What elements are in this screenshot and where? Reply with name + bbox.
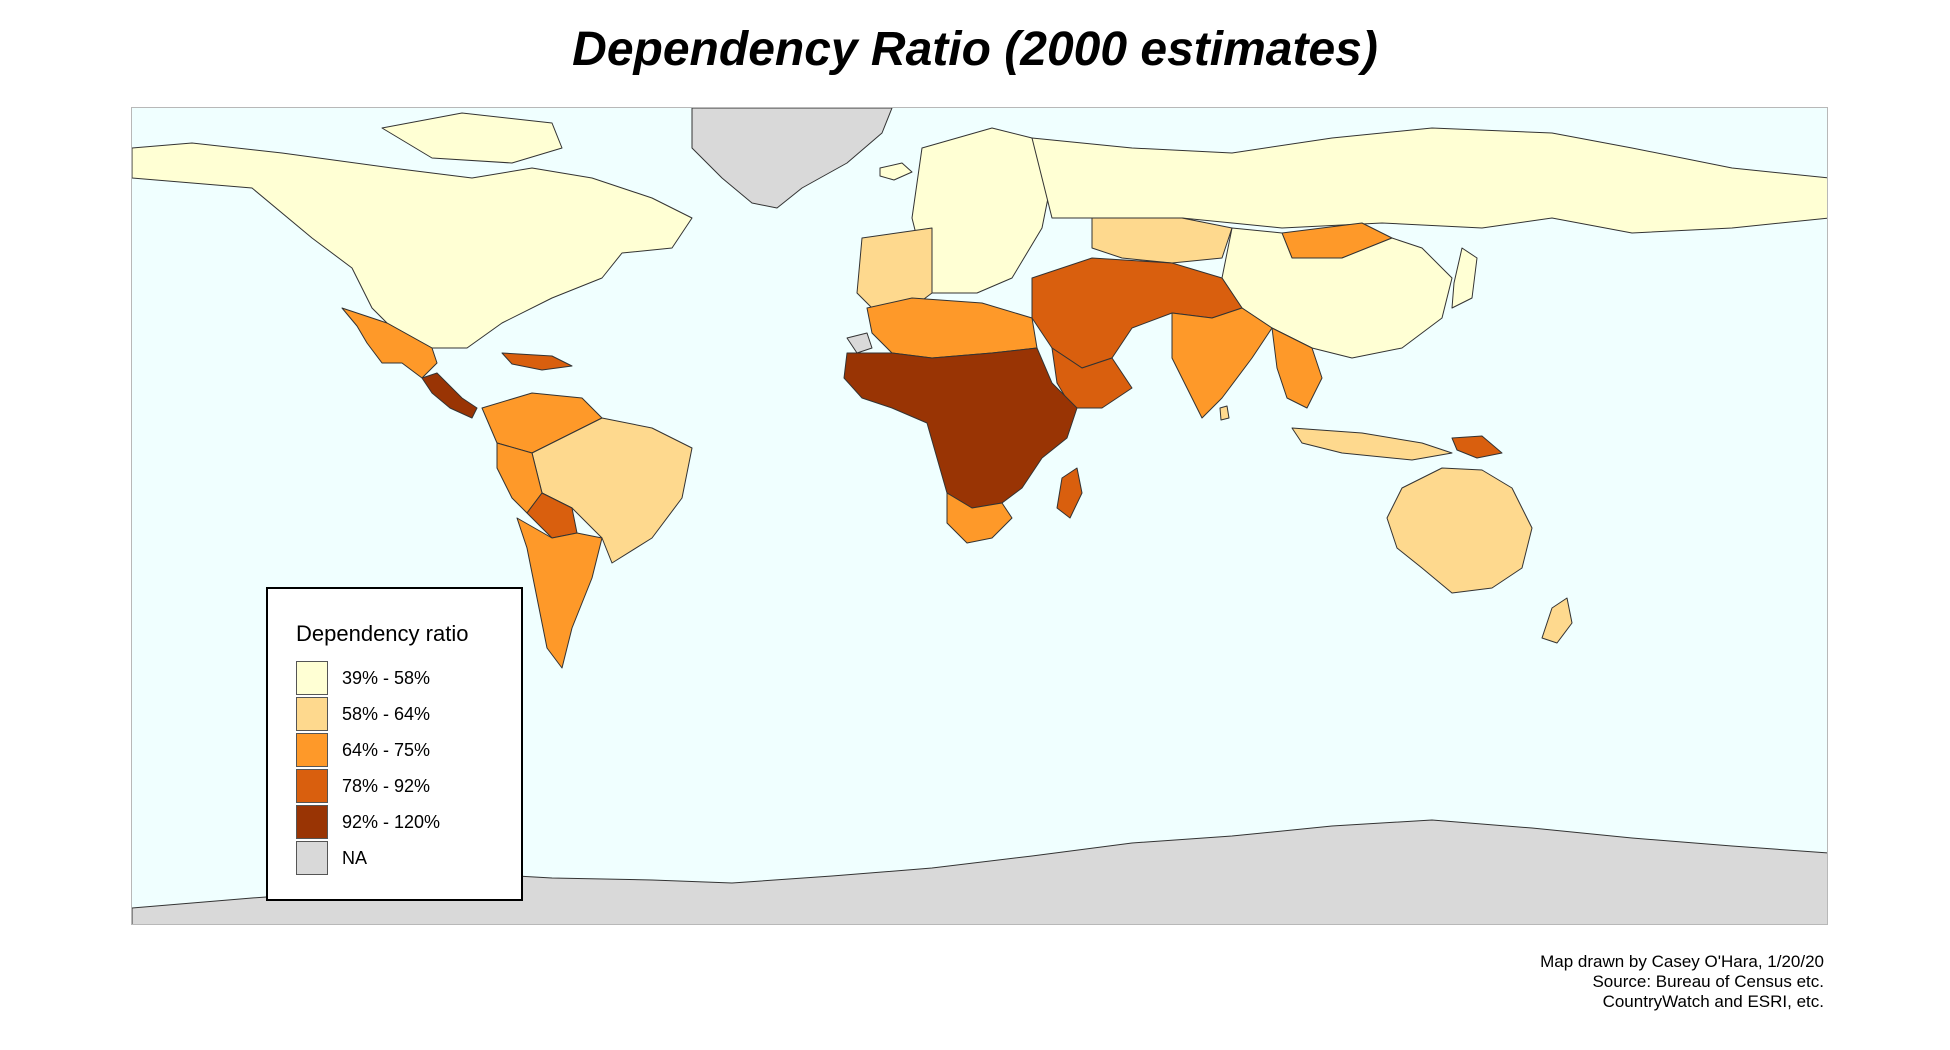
legend-swatch-3 xyxy=(296,733,328,767)
region-australia xyxy=(1386,467,1533,594)
legend-label-4: 78% - 92% xyxy=(342,775,431,796)
legend-label-1: 39% - 58% xyxy=(342,667,431,688)
region-greenland xyxy=(691,108,893,209)
legend-item-4: 78% - 92% xyxy=(296,769,430,803)
legend-swatch-2 xyxy=(296,697,328,731)
legend-item-6: NA xyxy=(296,841,367,875)
region-india xyxy=(1171,307,1273,419)
region-mexico xyxy=(341,307,438,379)
legend-label-6: NA xyxy=(342,847,368,868)
legend-swatch-1 xyxy=(296,661,328,695)
map-title: Dependency Ratio (2000 estimates) xyxy=(572,23,1378,76)
region-southeast-asia xyxy=(1271,327,1323,409)
legend-label-3: 64% - 75% xyxy=(342,739,431,760)
region-sri-lanka xyxy=(1219,405,1230,421)
credits-line-3: CountryWatch and ESRI, etc. xyxy=(1602,992,1824,1011)
legend-swatch-5 xyxy=(296,805,328,839)
region-kazakhstan xyxy=(1091,217,1233,264)
legend-swatch-6 xyxy=(296,841,328,875)
region-iceland xyxy=(879,162,913,181)
region-western-sahara xyxy=(846,332,873,354)
legend-item-1: 39% - 58% xyxy=(296,661,430,695)
legend-label-5: 92% - 120% xyxy=(342,811,441,832)
credits: Map drawn by Casey O'Hara, 1/20/20 Sourc… xyxy=(1540,952,1824,1012)
region-central-america xyxy=(421,372,478,419)
credits-line-1: Map drawn by Casey O'Hara, 1/20/20 xyxy=(1540,952,1824,971)
legend-title: Dependency ratio xyxy=(296,621,469,646)
region-sub-saharan-africa xyxy=(843,347,1078,509)
region-png xyxy=(1451,435,1503,459)
legend-item-5: 92% - 120% xyxy=(296,805,440,839)
region-southern-cone xyxy=(516,517,603,669)
region-north-america xyxy=(132,142,693,349)
region-new-zealand xyxy=(1541,597,1573,644)
legend-swatch-4 xyxy=(296,769,328,803)
region-canada-islands xyxy=(381,112,563,164)
region-caribbean xyxy=(501,352,573,371)
legend-item-2: 58% - 64% xyxy=(296,697,430,731)
region-indonesia xyxy=(1291,427,1453,461)
region-bolivia xyxy=(526,492,578,539)
region-arabia xyxy=(1051,347,1133,409)
legend-item-3: 64% - 75% xyxy=(296,733,430,767)
region-southern-africa xyxy=(946,492,1013,544)
credits-line-2: Source: Bureau of Census etc. xyxy=(1592,972,1824,991)
region-madagascar xyxy=(1056,467,1083,519)
legend: Dependency ratio 39% - 58% 58% - 64% 64%… xyxy=(266,587,523,901)
region-japan xyxy=(1451,247,1478,309)
legend-label-2: 58% - 64% xyxy=(342,703,431,724)
